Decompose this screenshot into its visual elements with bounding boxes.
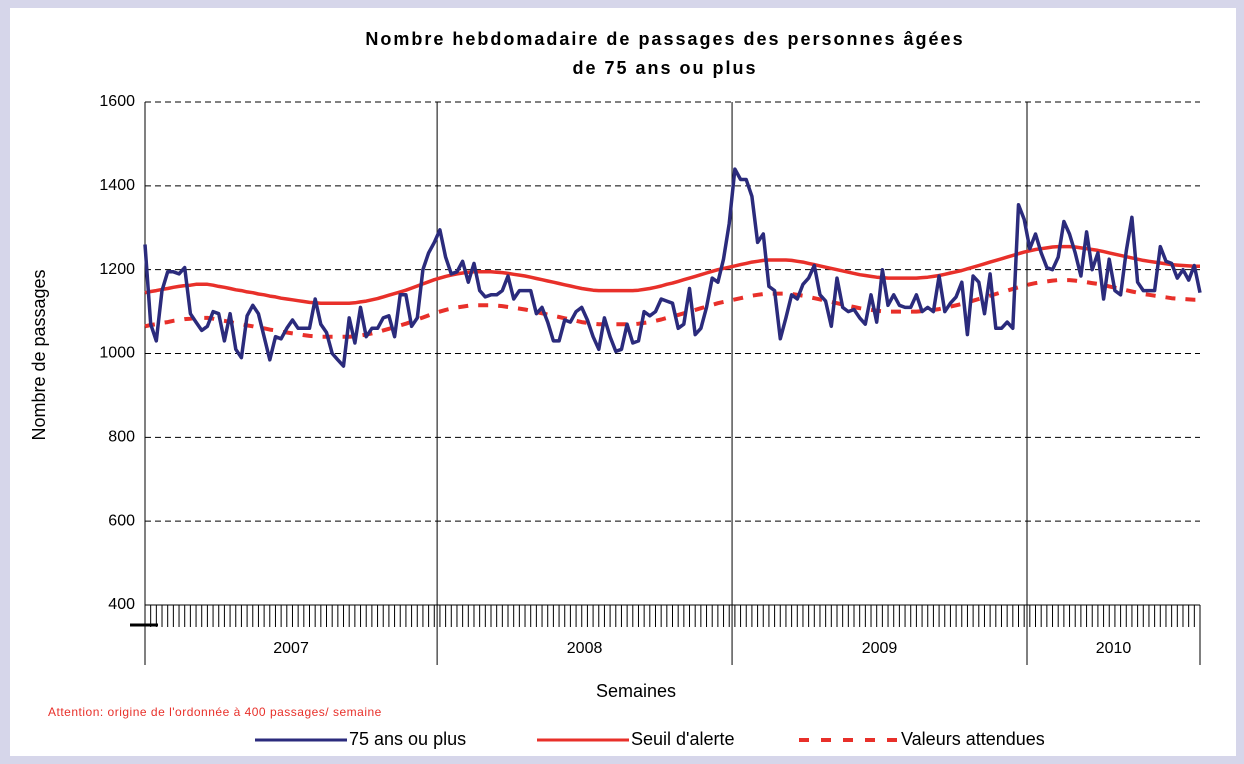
legend-item: Valeurs attendues — [799, 729, 1045, 749]
series-line — [144, 244, 1200, 305]
year-label: 2008 — [567, 640, 603, 657]
y-tick-label: 600 — [108, 512, 135, 529]
series-line — [143, 167, 1202, 368]
panel — [10, 8, 1236, 756]
legend-item: Seuil d'alerte — [537, 729, 735, 749]
y-tick-label: 1600 — [99, 93, 135, 110]
y-tick-label: 800 — [108, 429, 135, 446]
x-axis-label: Semaines — [596, 681, 676, 701]
annotation: Attention: origine de l'ordonnée à 400 p… — [48, 705, 382, 719]
year-label: 2009 — [862, 640, 898, 657]
legend-label: Valeurs attendues — [901, 729, 1045, 749]
y-tick-label: 1400 — [99, 177, 135, 194]
year-label: 2007 — [273, 640, 309, 657]
legend-label: Seuil d'alerte — [631, 729, 735, 749]
y-tick-label: 1200 — [99, 261, 135, 278]
y-axis-label: Nombre de passages — [29, 269, 49, 440]
legend-item: 75 ans ou plus — [255, 729, 466, 749]
y-tick-label: 1000 — [99, 345, 135, 362]
year-label: 2010 — [1096, 640, 1132, 657]
legend-label: 75 ans ou plus — [349, 729, 466, 749]
y-tick-label: 400 — [108, 596, 135, 613]
chart-title: Nombre hebdomadaire de passages des pers… — [365, 29, 964, 49]
chart-title: de 75 ans ou plus — [572, 58, 757, 78]
